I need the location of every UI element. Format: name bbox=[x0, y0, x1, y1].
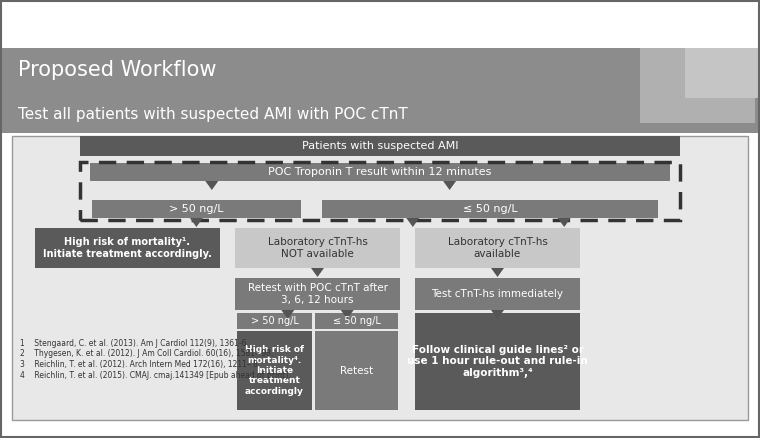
FancyBboxPatch shape bbox=[315, 313, 398, 329]
Text: 2    Thygesen, K. et al. (2012). J Am Coll Cardiol. 60(16), 1581– 98.: 2 Thygesen, K. et al. (2012). J Am Coll … bbox=[20, 350, 274, 358]
Text: High risk of mortality¹.
Initiate treatment accordingly.: High risk of mortality¹. Initiate treatm… bbox=[43, 237, 212, 259]
FancyBboxPatch shape bbox=[12, 136, 748, 420]
FancyBboxPatch shape bbox=[237, 313, 312, 329]
Text: Test all patients with suspected AMI with POC cTnT: Test all patients with suspected AMI wit… bbox=[18, 107, 408, 123]
Text: 3    Reichlin, T. et al. (2012). Arch Intern Med 172(16), 1211– 8.: 3 Reichlin, T. et al. (2012). Arch Inter… bbox=[20, 360, 260, 370]
FancyBboxPatch shape bbox=[35, 228, 220, 268]
Text: ≤ 50 ng/L: ≤ 50 ng/L bbox=[333, 316, 381, 326]
Text: Retest with POC cTnT after
3, 6, 12 hours: Retest with POC cTnT after 3, 6, 12 hour… bbox=[248, 283, 388, 305]
Polygon shape bbox=[491, 268, 504, 277]
Polygon shape bbox=[558, 218, 571, 227]
Text: 4    Reichlin, T. et al. (2015). CMAJ. cmaj.141349 [Epub ahead of print].: 4 Reichlin, T. et al. (2015). CMAJ. cmaj… bbox=[20, 371, 290, 381]
Polygon shape bbox=[491, 310, 504, 319]
FancyBboxPatch shape bbox=[237, 331, 312, 410]
FancyBboxPatch shape bbox=[235, 228, 400, 268]
Text: > 50 ng/L: > 50 ng/L bbox=[251, 316, 299, 326]
FancyBboxPatch shape bbox=[235, 278, 400, 310]
Text: Test cTnT-hs immediately: Test cTnT-hs immediately bbox=[432, 289, 563, 299]
Text: Laboratory cTnT-hs
NOT available: Laboratory cTnT-hs NOT available bbox=[268, 237, 367, 259]
FancyBboxPatch shape bbox=[315, 331, 398, 410]
FancyBboxPatch shape bbox=[92, 200, 301, 218]
FancyBboxPatch shape bbox=[322, 200, 658, 218]
Polygon shape bbox=[281, 310, 294, 319]
FancyBboxPatch shape bbox=[415, 313, 580, 410]
FancyBboxPatch shape bbox=[0, 0, 760, 48]
Text: POC Troponin T result within 12 minutes: POC Troponin T result within 12 minutes bbox=[268, 167, 492, 177]
FancyBboxPatch shape bbox=[415, 278, 580, 310]
FancyBboxPatch shape bbox=[415, 228, 580, 268]
Text: > 50 ng/L: > 50 ng/L bbox=[169, 204, 223, 214]
FancyBboxPatch shape bbox=[685, 48, 760, 98]
Polygon shape bbox=[190, 218, 203, 227]
FancyBboxPatch shape bbox=[80, 136, 680, 156]
Text: Follow clinical guide lines² or
use 1 hour rule-out and rule-in
algorithm³,⁴: Follow clinical guide lines² or use 1 ho… bbox=[407, 345, 588, 378]
FancyBboxPatch shape bbox=[90, 163, 670, 181]
Polygon shape bbox=[407, 218, 420, 227]
FancyBboxPatch shape bbox=[0, 48, 760, 133]
Text: Laboratory cTnT-hs
available: Laboratory cTnT-hs available bbox=[448, 237, 547, 259]
Polygon shape bbox=[311, 268, 324, 277]
Text: Retest: Retest bbox=[340, 365, 373, 375]
Text: High risk of
mortality⁴.
Initiate
treatment
accordingly: High risk of mortality⁴. Initiate treatm… bbox=[245, 345, 304, 396]
FancyBboxPatch shape bbox=[640, 48, 755, 123]
Polygon shape bbox=[205, 181, 218, 190]
Polygon shape bbox=[443, 181, 456, 190]
Text: Proposed Workflow: Proposed Workflow bbox=[18, 60, 217, 80]
Text: 1    Stengaard, C. et al. (2013). Am J Cardiol 112(9), 1361-6.: 1 Stengaard, C. et al. (2013). Am J Card… bbox=[20, 339, 249, 347]
Text: Patients with suspected AMI: Patients with suspected AMI bbox=[302, 141, 458, 151]
Text: ≤ 50 ng/L: ≤ 50 ng/L bbox=[463, 204, 518, 214]
Polygon shape bbox=[340, 310, 353, 319]
